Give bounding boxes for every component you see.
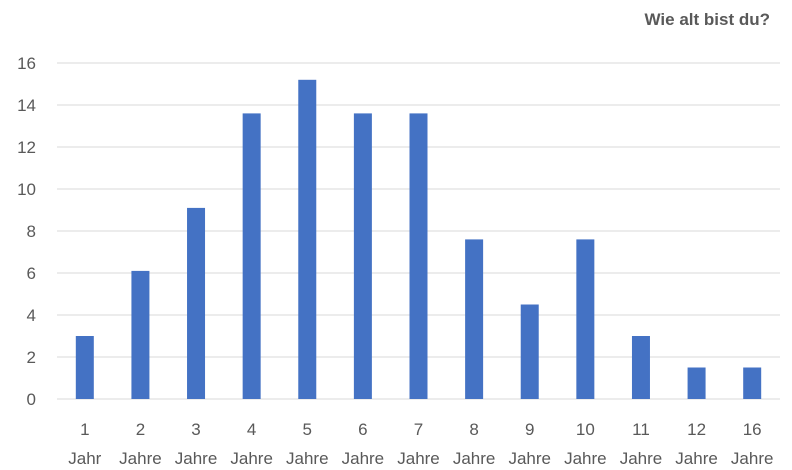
y-tick-label: 0 (27, 390, 36, 409)
x-tick-label: 1 (80, 420, 89, 439)
bar (687, 367, 706, 399)
x-tick-label: 12 (687, 420, 706, 439)
x-tick-label-unit: Jahre (286, 449, 329, 468)
x-tick-label-unit: Jahre (119, 449, 162, 468)
x-tick-label: 11 (632, 420, 650, 439)
y-tick-label: 2 (27, 348, 36, 367)
x-tick-label: 8 (469, 420, 478, 439)
x-tick-label-unit: Jahre (508, 449, 551, 468)
x-tick-label-unit: Jahre (453, 449, 496, 468)
x-tick-label: 3 (191, 420, 200, 439)
bar (242, 113, 261, 400)
x-tick-label: 9 (525, 420, 534, 439)
x-tick-label-unit: Jahr (68, 449, 101, 468)
chart-title: Wie alt bist du? (644, 10, 770, 29)
x-tick-label: 5 (303, 420, 312, 439)
y-tick-label: 8 (27, 222, 36, 241)
x-tick-label-unit: Jahre (620, 449, 663, 468)
x-tick-label-unit: Jahre (675, 449, 718, 468)
bar (743, 367, 762, 399)
x-tick-label-unit: Jahre (397, 449, 440, 468)
y-tick-label: 4 (27, 306, 36, 325)
bar (298, 79, 317, 400)
bar (576, 239, 595, 399)
bar (353, 113, 372, 400)
x-tick-label: 4 (247, 420, 256, 439)
bar (520, 304, 539, 399)
y-tick-label: 12 (17, 138, 36, 157)
y-tick-label: 10 (17, 180, 36, 199)
x-tick-label-unit: Jahre (175, 449, 218, 468)
bar (631, 336, 650, 399)
x-tick-label-unit: Jahre (230, 449, 273, 468)
x-tick-label-unit: Jahre (564, 449, 607, 468)
y-tick-label: 14 (17, 96, 36, 115)
y-tick-label: 6 (27, 264, 36, 283)
x-tick-label: 16 (743, 420, 762, 439)
y-tick-label: 16 (17, 54, 36, 73)
bar (187, 207, 206, 399)
bar (409, 113, 428, 400)
x-tick-label: 2 (136, 420, 145, 439)
x-tick-label-unit: Jahre (731, 449, 774, 468)
bar (131, 270, 150, 399)
x-tick-label: 10 (576, 420, 595, 439)
bar (75, 336, 94, 399)
x-tick-label-unit: Jahre (342, 449, 385, 468)
x-tick-label: 6 (358, 420, 367, 439)
x-tick-label: 7 (414, 420, 423, 439)
bar (465, 239, 484, 399)
